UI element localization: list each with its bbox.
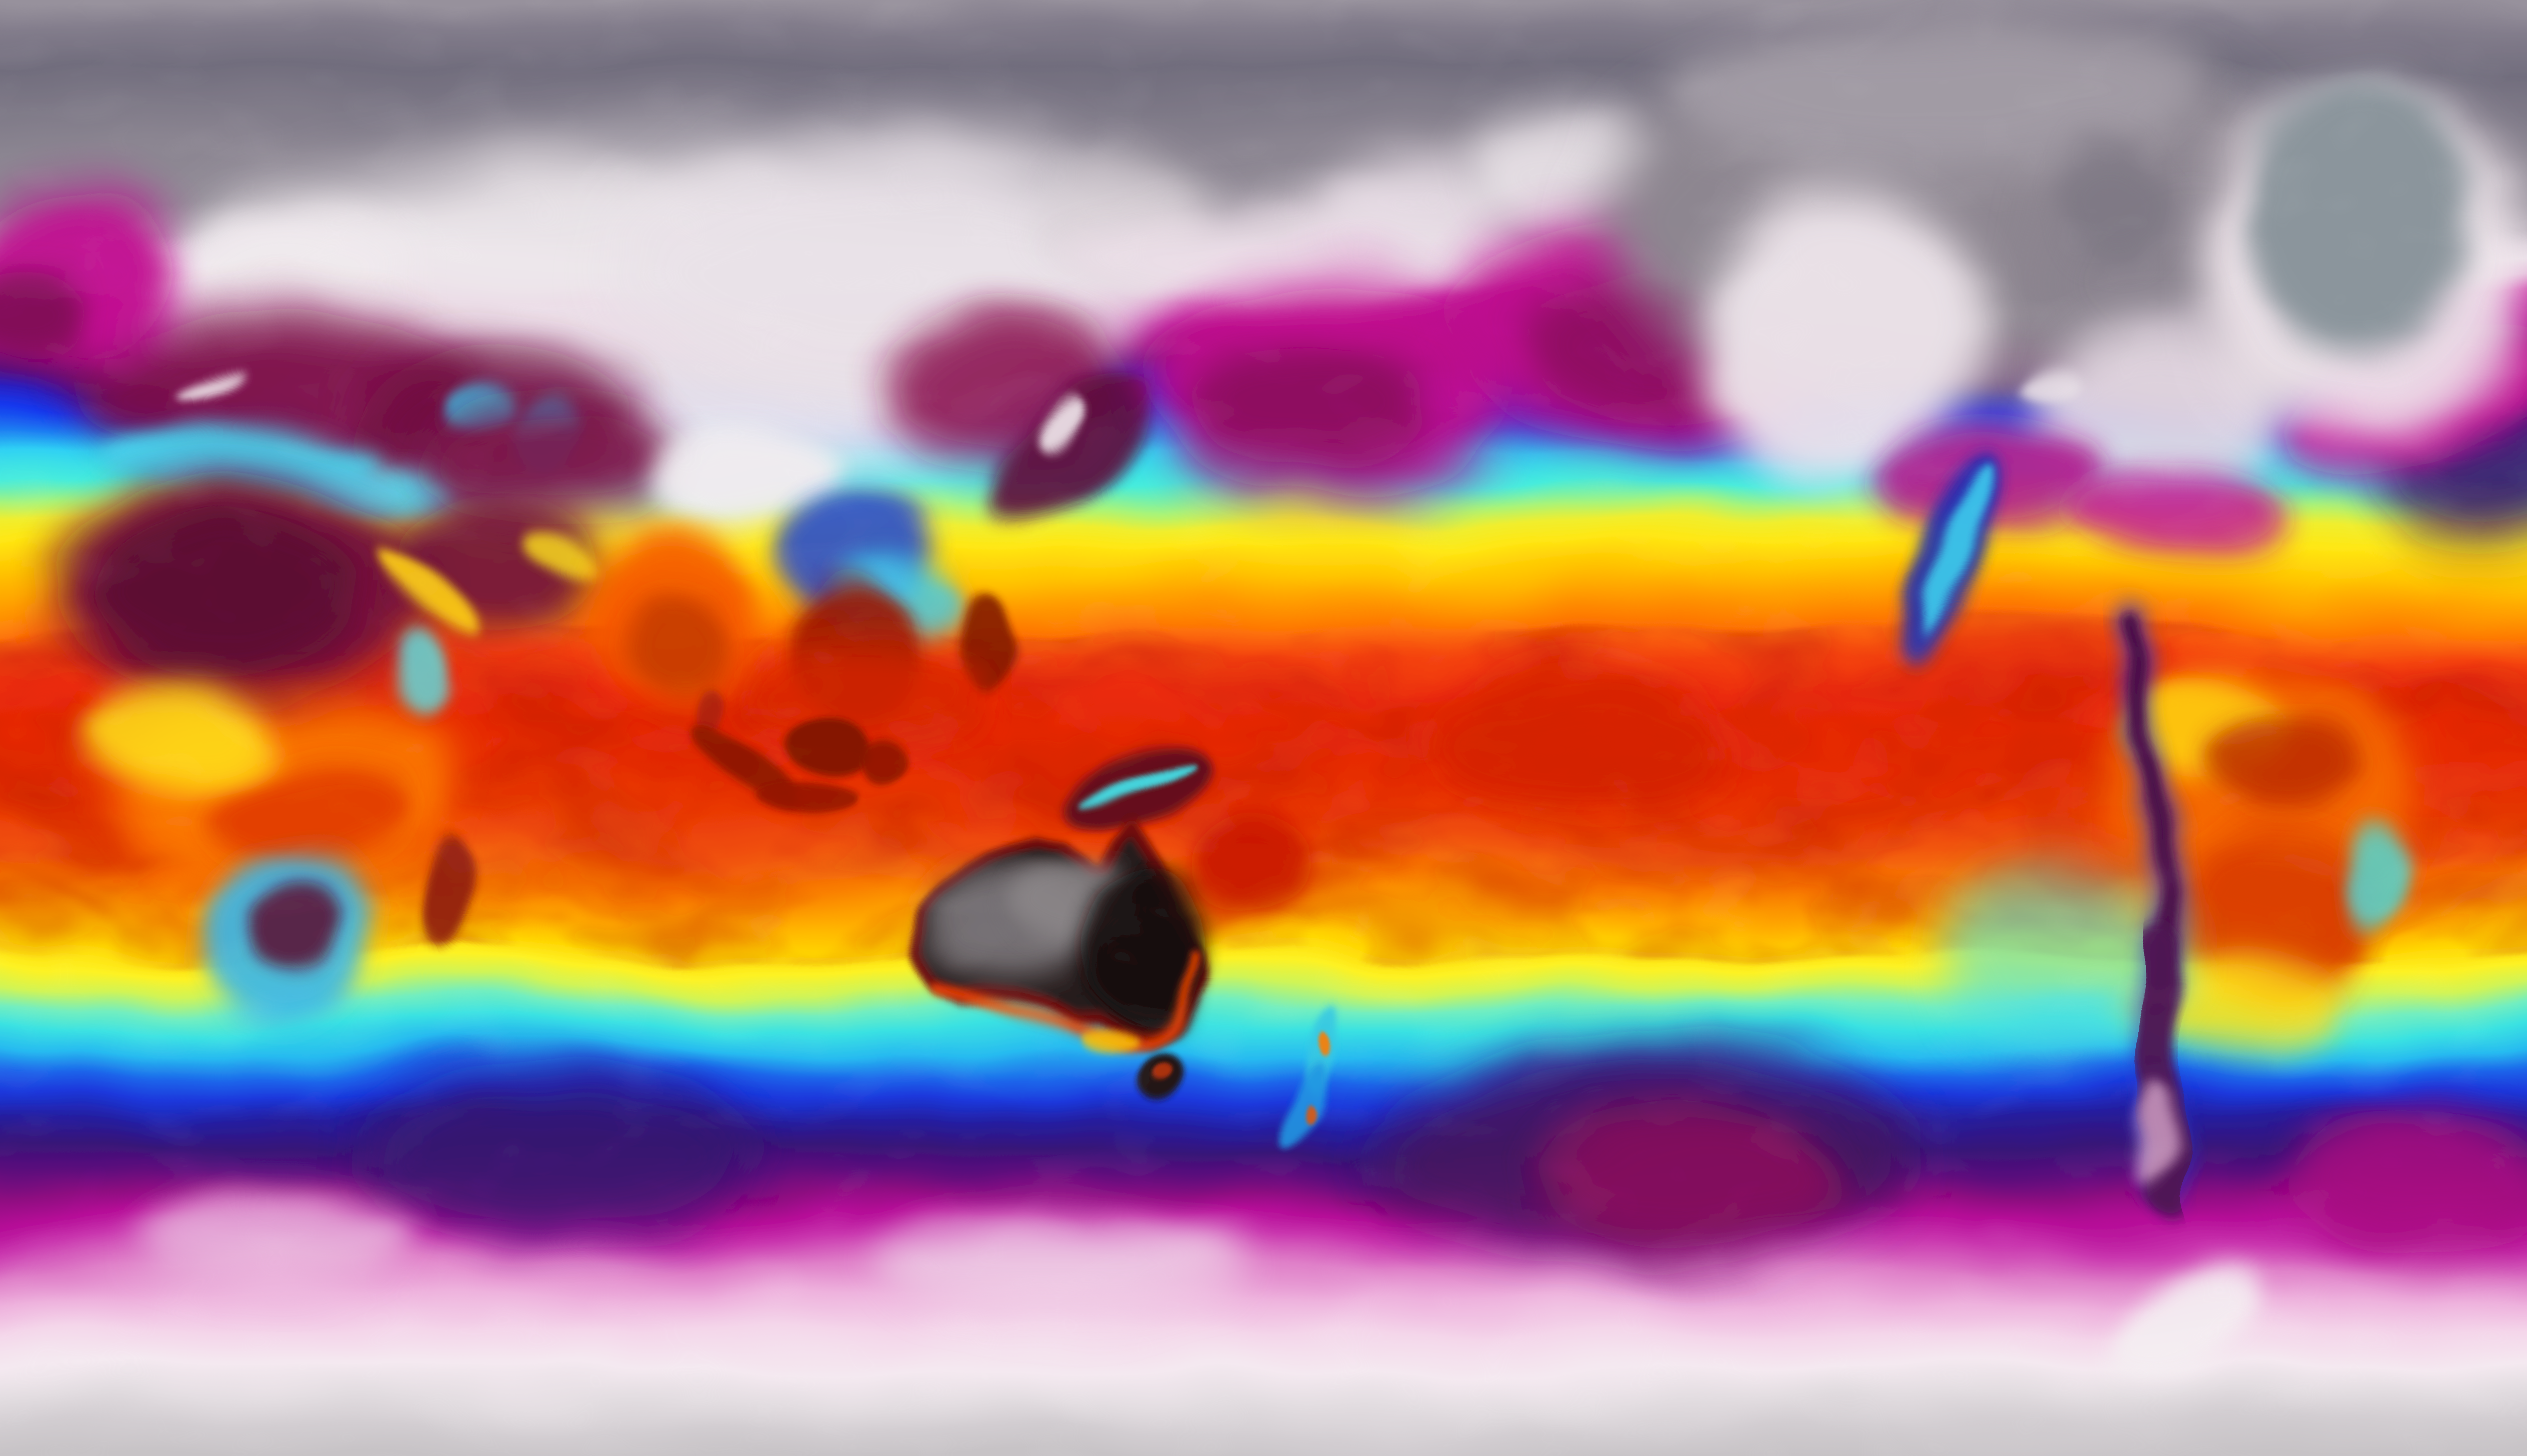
map-canvas xyxy=(0,0,2527,1456)
atmospheric-noise-overlay xyxy=(0,0,2527,1456)
global-temperature-map xyxy=(0,0,2527,1456)
map-wavy-layer xyxy=(0,0,2527,1456)
